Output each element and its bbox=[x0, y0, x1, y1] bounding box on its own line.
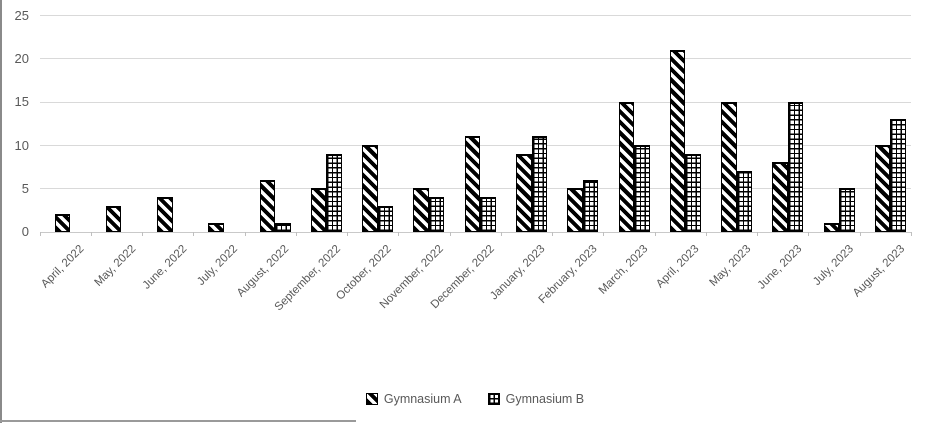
bar-gymnasium-b bbox=[275, 223, 291, 232]
x-axis-tick bbox=[911, 231, 912, 236]
y-tick-label: 20 bbox=[14, 50, 29, 66]
x-axis-tick bbox=[757, 231, 759, 236]
x-axis-tick bbox=[705, 231, 707, 236]
bar-gymnasium-a bbox=[208, 223, 224, 232]
bar-gymnasium-b bbox=[736, 171, 753, 232]
legend-item-gymnasium-a: Gymnasium A bbox=[365, 392, 462, 406]
gridline bbox=[39, 101, 911, 103]
x-axis-tick bbox=[142, 231, 144, 236]
x-axis-tick bbox=[552, 231, 554, 236]
bar-gymnasium-a bbox=[413, 188, 429, 232]
bar-gymnasium-a bbox=[567, 188, 583, 232]
bar-gymnasium-b bbox=[685, 153, 701, 232]
bar-gymnasium-b bbox=[428, 197, 445, 232]
x-axis-tick bbox=[603, 231, 605, 236]
x-axis-tick bbox=[90, 231, 92, 236]
bar-gymnasium-a bbox=[54, 214, 71, 232]
x-axis-line bbox=[39, 231, 911, 233]
y-tick-label: 0 bbox=[21, 224, 29, 240]
bar-gymnasium-b bbox=[634, 145, 650, 232]
x-category-label: August, 2023 bbox=[850, 243, 907, 300]
x-category-label: July, 2023 bbox=[810, 243, 856, 288]
x-axis-tick bbox=[398, 231, 400, 236]
x-axis-tick bbox=[193, 231, 195, 236]
bar-gymnasium-a bbox=[721, 101, 737, 232]
bar-gymnasium-a bbox=[105, 205, 122, 232]
x-category-label: July, 2022 bbox=[195, 243, 241, 288]
grid-swatch-icon bbox=[487, 393, 500, 405]
legend-item-gymnasium-b: Gymnasium B bbox=[487, 392, 585, 406]
legend-label: Gymnasium A bbox=[383, 392, 462, 406]
x-axis-tick bbox=[295, 231, 297, 236]
x-axis-tick bbox=[500, 231, 502, 236]
y-tick-label: 25 bbox=[14, 7, 29, 23]
bar-gymnasium-b bbox=[326, 153, 342, 232]
diagonal-stripe-swatch-icon bbox=[365, 393, 378, 405]
bar-gymnasium-b bbox=[582, 179, 599, 232]
x-axis-tick bbox=[39, 231, 41, 236]
window-border-bottom bbox=[0, 420, 356, 422]
bar-gymnasium-a bbox=[618, 101, 635, 232]
bar-gymnasium-a bbox=[259, 179, 276, 232]
x-category-label: March, 2023 bbox=[596, 243, 651, 297]
bar-gymnasium-a bbox=[362, 145, 378, 232]
bar-gymnasium-a bbox=[772, 162, 788, 232]
x-axis-tick bbox=[347, 231, 349, 236]
bar-gymnasium-a bbox=[874, 145, 891, 232]
gridline bbox=[39, 15, 911, 16]
bar-gymnasium-a bbox=[310, 188, 327, 232]
x-category-label: April, 2022 bbox=[39, 243, 87, 291]
bar-gymnasium-b bbox=[531, 136, 547, 232]
window-border-left bbox=[0, 0, 2, 423]
x-axis-tick bbox=[244, 231, 246, 236]
bar-gymnasium-b bbox=[377, 205, 394, 232]
x-category-label: May, 2022 bbox=[92, 243, 138, 289]
gridline bbox=[39, 58, 911, 60]
bar-gymnasium-b bbox=[787, 101, 804, 232]
x-category-label: May, 2023 bbox=[707, 243, 754, 289]
x-axis-tick bbox=[808, 231, 810, 236]
bar-gymnasium-a bbox=[669, 49, 686, 232]
bar-gymnasium-a bbox=[157, 197, 173, 232]
x-axis-tick bbox=[654, 231, 656, 236]
bar-gymnasium-b bbox=[839, 188, 855, 232]
bar-gymnasium-b bbox=[480, 197, 496, 232]
bar-gymnasium-a bbox=[823, 223, 840, 232]
bar-gymnasium-b bbox=[890, 119, 906, 232]
x-category-label: June, 2023 bbox=[755, 243, 805, 292]
y-tick-label: 15 bbox=[14, 94, 29, 110]
legend-label: Gymnasium B bbox=[505, 392, 585, 406]
chart-legend: Gymnasium A Gymnasium B bbox=[39, 390, 911, 408]
x-category-label: June, 2022 bbox=[140, 243, 190, 292]
x-axis-tick bbox=[449, 231, 451, 236]
x-category-label: August, 2022 bbox=[235, 243, 292, 300]
y-tick-label: 5 bbox=[21, 180, 29, 196]
x-axis-tick bbox=[859, 231, 861, 236]
y-tick-label: 10 bbox=[14, 137, 29, 153]
bar-gymnasium-a bbox=[464, 136, 481, 232]
bar-gymnasium-a bbox=[516, 153, 532, 232]
x-category-label: April, 2023 bbox=[654, 243, 702, 291]
